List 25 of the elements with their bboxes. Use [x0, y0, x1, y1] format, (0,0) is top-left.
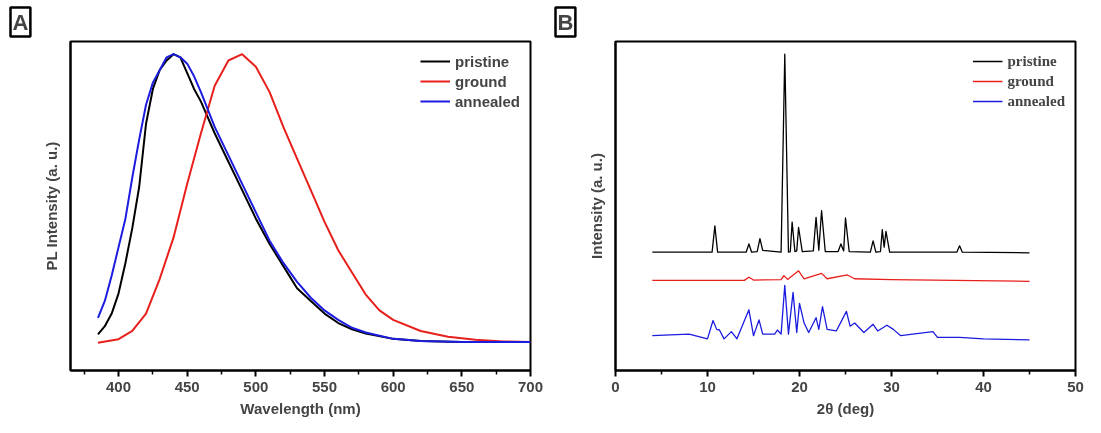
- x-tick-label: 700: [517, 377, 544, 395]
- x-axis-title: 2θ (deg): [816, 399, 875, 417]
- x-tick-label: 10: [699, 377, 716, 395]
- x-tick-label: 0: [611, 377, 620, 395]
- x-tick-label: 500: [243, 377, 269, 395]
- x-tick-label: 40: [975, 377, 992, 395]
- legend-label: pristine: [1007, 52, 1057, 70]
- chart-title: A: [12, 9, 29, 35]
- x-tick-label: 20: [791, 377, 808, 395]
- chart-title: B: [557, 9, 574, 35]
- x-tick-label: 550: [312, 377, 338, 395]
- legend-label: pristine: [454, 52, 510, 70]
- x-tick-label: 30: [883, 377, 900, 395]
- x-tick-label: 650: [449, 377, 475, 395]
- x-axis-title: Wavelength (nm): [240, 399, 361, 417]
- legend-label: annealed: [454, 92, 520, 110]
- x-tick-label: 450: [174, 377, 200, 395]
- y-axis-title: PL Intensity (a. u.): [42, 141, 60, 271]
- legend-label: ground: [454, 72, 507, 90]
- x-tick-label: 400: [106, 377, 132, 395]
- x-tick-label: 50: [1067, 377, 1084, 395]
- legend-label: annealed: [1007, 92, 1065, 110]
- x-tick-label: 600: [380, 377, 406, 395]
- legend-label: ground: [1007, 72, 1054, 90]
- y-axis-title: Intensity (a. u.): [587, 153, 605, 259]
